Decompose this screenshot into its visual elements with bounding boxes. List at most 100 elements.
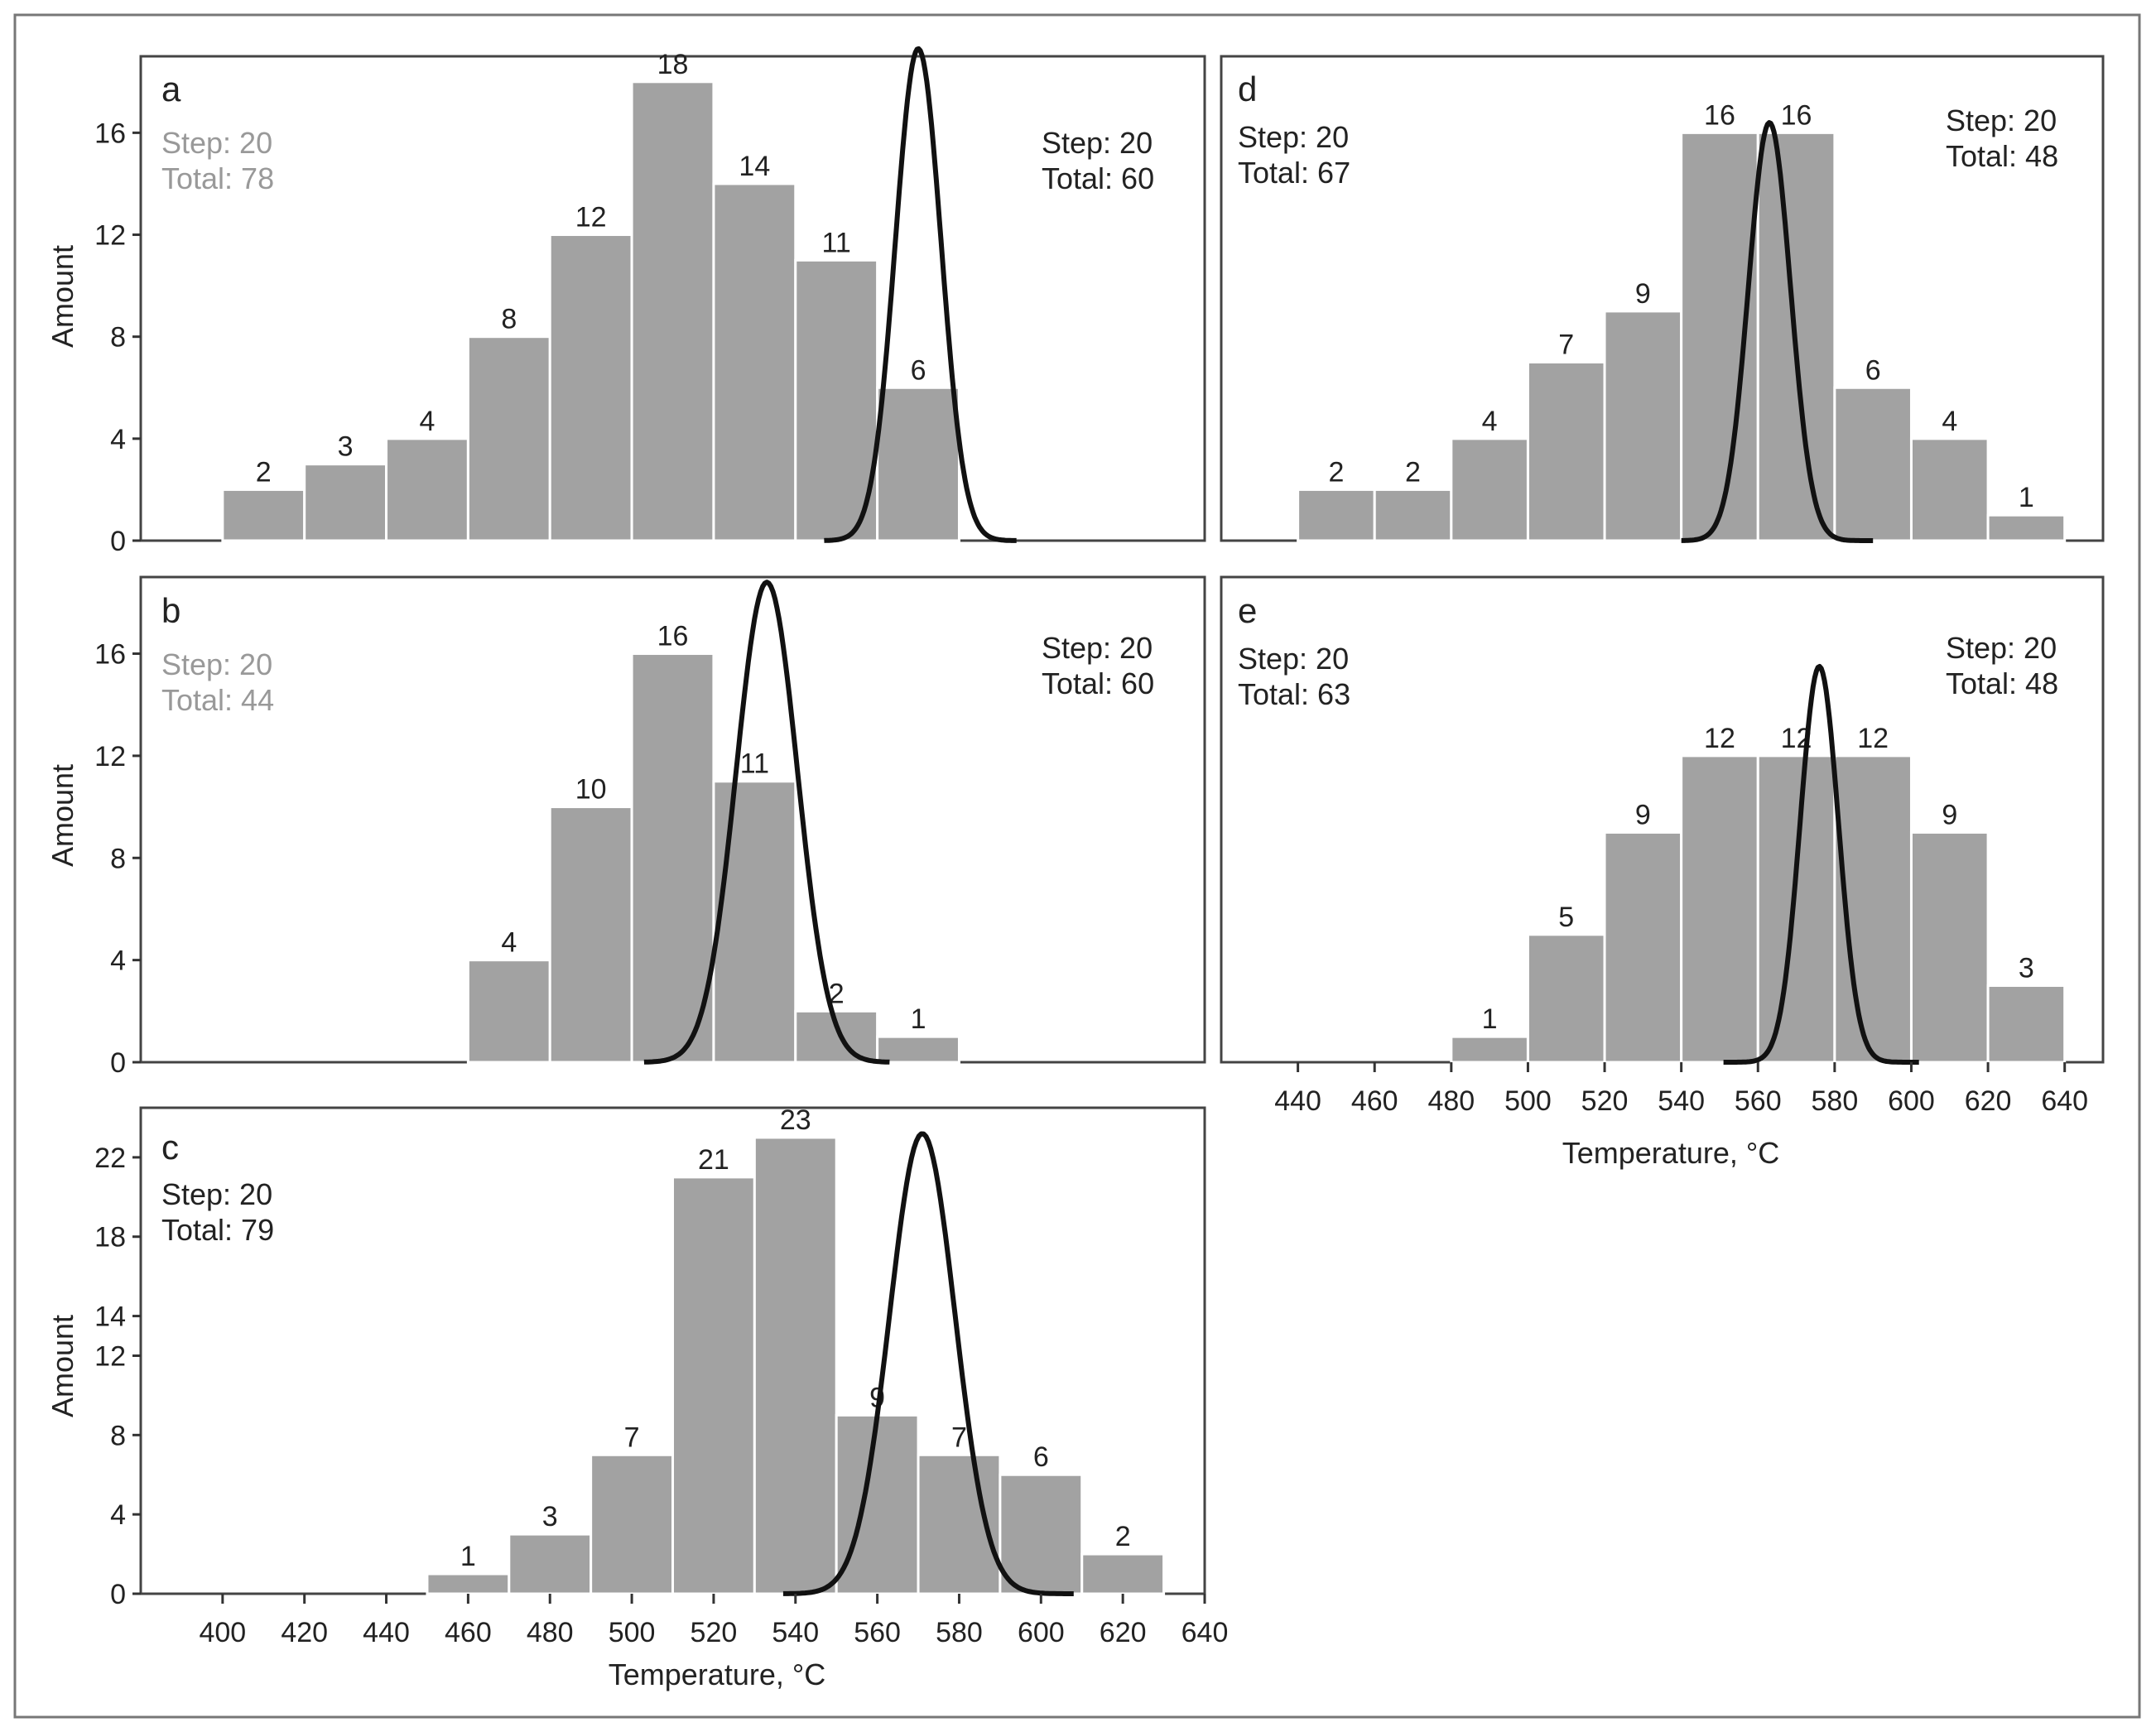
panel-e-bar [1680, 754, 1759, 1064]
panel-b-fit-curve [643, 580, 890, 1065]
panel-b-bar [548, 806, 633, 1064]
panel-d-bar-label: 16 [1781, 99, 1812, 131]
panel-b-bar-label: 10 [575, 774, 607, 806]
panel-a-bar [303, 463, 388, 542]
panel-c-xtick-label: 620 [1100, 1617, 1147, 1648]
panel-e-bar [1909, 830, 1990, 1064]
panel-a-left-total: Total: 78 [161, 161, 274, 195]
panel-e-bar-label: 12 [1704, 723, 1735, 754]
panel-e-left-total: Total: 63 [1238, 677, 1350, 711]
panel-d-bar-label: 2 [1328, 456, 1344, 488]
panel-e-bar-label: 5 [1558, 902, 1574, 933]
panel-e-xtick-label: 600 [1888, 1085, 1935, 1117]
panel-c-xtick-label: 520 [691, 1617, 738, 1648]
panel-c-xtick-label: 560 [854, 1617, 901, 1648]
panel-b-ytick-label: 0 [110, 1047, 126, 1079]
chart-marks: 2348121814116048121641016112104812161372… [94, 46, 2105, 1648]
panel-a-bar-label: 8 [501, 304, 517, 335]
panel-d-right-step: Step: 20 [1946, 103, 2057, 137]
panel-a-bar-label: 12 [575, 202, 607, 233]
panel-a-right-total: Total: 60 [1042, 161, 1154, 195]
panel-e-bar-label: 9 [1942, 799, 1957, 830]
panel-c-xtick-label: 460 [445, 1617, 492, 1648]
panel-b-left-step: Step: 20 [161, 647, 272, 681]
panel-c-ytick-label: 12 [94, 1340, 126, 1372]
panel-a-bar-label: 2 [256, 456, 272, 488]
panel-d-left-step: Step: 20 [1238, 120, 1349, 154]
panel-c: c Amount Step: 20 Total: 79 Temperature,… [46, 1128, 825, 1691]
panel-e-bar [1756, 754, 1836, 1064]
panel-a-right-step: Step: 20 [1042, 126, 1153, 160]
panel-e-fit-curve [1722, 664, 1920, 1065]
panel-d-bar [1986, 513, 2067, 542]
panel-a-bar-label: 11 [822, 227, 851, 258]
panel-c-xtick-label: 420 [281, 1617, 328, 1648]
panel-a-letter: a [161, 70, 181, 108]
panel-a: a Amount Step: 20 Total: 78 Step: 20 Tot… [46, 70, 1154, 348]
panel-c-bar [753, 1136, 838, 1595]
panel-a-ytick-label: 12 [94, 220, 126, 252]
panel-b-bar-label: 4 [501, 927, 517, 959]
panel-d-bar [1526, 360, 1606, 542]
panel-b-letter: b [161, 591, 180, 630]
panel-c-bar [671, 1176, 756, 1595]
panel-d-bar-label: 9 [1635, 278, 1651, 310]
panel-c-ytick-label: 22 [94, 1143, 126, 1174]
panel-a-bar [876, 386, 960, 542]
panel-c-fit-curve [782, 1131, 1074, 1596]
panel-d-bar-label: 16 [1704, 99, 1735, 131]
panel-b-bar [630, 652, 715, 1064]
panel-a-bar-label: 14 [739, 151, 770, 182]
panel-e-bar-label: 12 [1857, 723, 1889, 754]
panel-d-bar-label: 4 [1942, 406, 1957, 437]
panel-d-bar-label: 7 [1558, 329, 1574, 360]
panel-d-bar-label: 6 [1865, 354, 1881, 386]
panel-b-bar-label: 1 [911, 1003, 926, 1035]
panel-a-fit-curve [823, 46, 1018, 543]
panel-a-ytick-label: 0 [110, 526, 126, 557]
panel-c-bar-label: 1 [460, 1541, 476, 1572]
panel-c-xtick-label: 480 [527, 1617, 574, 1648]
panel-c-bar-label: 23 [780, 1104, 811, 1136]
panel-d-bar [1297, 488, 1376, 542]
panel-c-bar-label: 7 [951, 1422, 967, 1453]
panel-d-fit-curve [1680, 120, 1874, 543]
panel-b-ytick-label: 16 [94, 639, 126, 671]
panel-c-xtick-label: 500 [609, 1617, 656, 1648]
panel-b-left-total: Total: 44 [161, 683, 274, 717]
panel-c-bar [508, 1532, 593, 1595]
panel-e-left-step: Step: 20 [1238, 642, 1349, 676]
panel-e-right-step: Step: 20 [1946, 631, 2057, 665]
panel-d-right-total: Total: 48 [1946, 139, 2058, 173]
panel-c-bar-label: 21 [698, 1144, 729, 1176]
panel-a-bar [712, 182, 797, 542]
panel-c-xlabel: Temperature, °C [609, 1657, 826, 1691]
panel-c-ytick-label: 8 [110, 1420, 126, 1451]
panel-b-ytick-label: 8 [110, 843, 126, 874]
panel-d-bar [1373, 488, 1453, 542]
figure-outer-frame [13, 13, 2141, 1719]
panel-d-bar-label: 1 [2019, 482, 2034, 513]
panel-c-xtick-label: 600 [1018, 1617, 1065, 1648]
panel-b-right-step: Step: 20 [1042, 631, 1153, 665]
panel-c-xtick-label: 400 [199, 1617, 246, 1648]
panel-e-bar [1450, 1035, 1529, 1064]
panel-a-bar-label: 4 [420, 406, 436, 437]
panel-d-bar [1450, 437, 1529, 542]
panel-b-bar-label: 11 [740, 748, 769, 780]
panel-e-xtick-label: 500 [1504, 1085, 1552, 1117]
panel-b-right-total: Total: 60 [1042, 666, 1154, 700]
panel-c-xtick-label: 580 [936, 1617, 983, 1648]
panel-c-xtick-label: 440 [363, 1617, 410, 1648]
panel-a-bar [466, 335, 551, 542]
panel-b-bar [712, 780, 797, 1064]
panel-e-bar-label: 1 [1482, 1003, 1498, 1035]
panel-b-ytick-label: 12 [94, 741, 126, 772]
panel-a-bar [630, 80, 715, 542]
panel-b-bar [466, 959, 551, 1064]
panel-e-xtick-label: 560 [1735, 1085, 1782, 1117]
panel-b-bar-label: 16 [657, 621, 689, 652]
panel-a-ytick-label: 16 [94, 118, 126, 149]
panel-c-bar [1080, 1552, 1166, 1595]
